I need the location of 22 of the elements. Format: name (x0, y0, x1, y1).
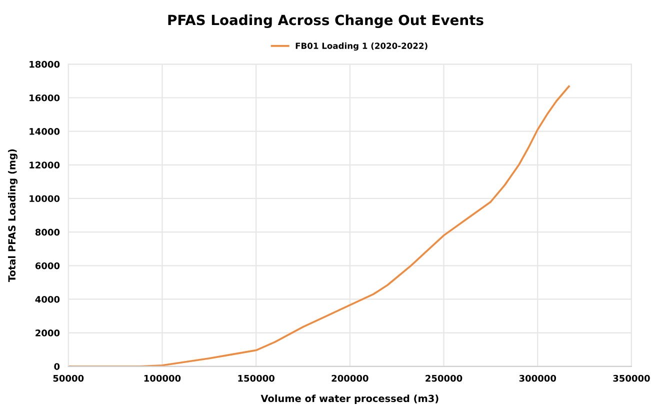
x-tick-label: 300000 (519, 374, 556, 382)
x-tick-label: 150000 (238, 374, 274, 382)
x-tick-label: 100000 (144, 374, 181, 382)
x-axis-title: Volume of water processed (m3) (260, 394, 438, 404)
y-tick-label: 6000 (35, 262, 60, 270)
x-tick-label: 250000 (426, 374, 462, 382)
y-tick-label: 4000 (35, 296, 60, 303)
chart-title: PFAS Loading Across Change Out Events (168, 14, 484, 28)
legend-label: FB01 Loading 1 (2020-2022) (296, 42, 428, 51)
x-tick-label: 50000 (53, 374, 84, 382)
y-tick-label: 0 (54, 363, 60, 370)
y-tick-label: 8000 (35, 228, 60, 236)
x-tick-label: 350000 (613, 374, 650, 382)
line-series (68, 85, 570, 366)
y-tick-label: 18000 (30, 60, 60, 68)
y-tick-label: 10000 (30, 195, 60, 202)
x-tick-label: 200000 (332, 374, 368, 382)
y-tick-label: 12000 (30, 162, 60, 168)
y-tick-label: 14000 (30, 128, 60, 135)
y-tick-label: 16000 (30, 94, 60, 102)
y-axis-title: Total PFAS Loading (mg) (8, 149, 18, 282)
y-tick-label: 2000 (36, 330, 60, 336)
